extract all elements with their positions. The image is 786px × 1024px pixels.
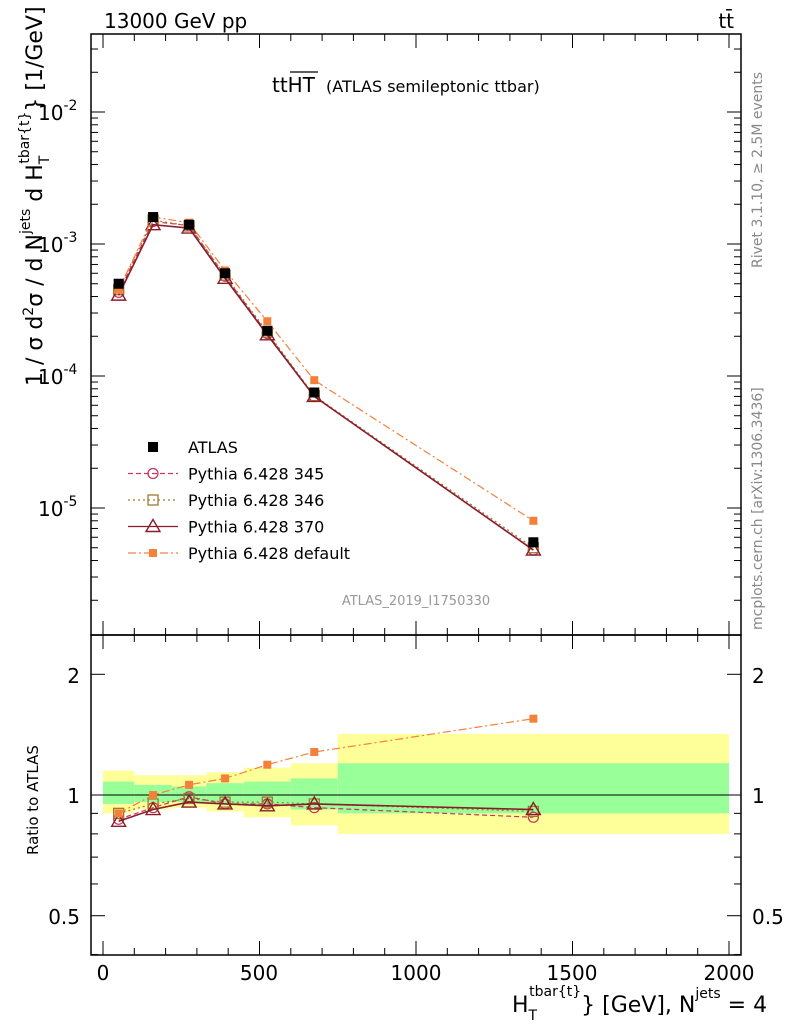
x-tick-1500: 1500 [547,961,598,985]
data-point [261,796,273,808]
ratio-line [118,796,534,820]
legend: ATLAS Pythia 6.428 345 Pythia 6.428 346 Pyt… [128,438,350,563]
data-point [263,317,272,326]
data-point [306,795,323,810]
x-axis-label: HTtbar{t}} [GeV], Njets = 4 [512,984,767,1024]
legend-label: Pythia 6.428 346 [188,491,324,510]
series-line [118,216,534,522]
data-point [528,537,539,548]
data-point [110,812,127,827]
band-inner [337,763,729,814]
data-point [144,216,162,231]
data-point [144,801,162,816]
data-point [263,760,272,769]
data-point [185,780,194,789]
plot-subtitle: (ATLAS semileptonic ttbar) [326,77,540,96]
data-point [149,791,158,799]
data-point [148,442,158,452]
data-point [183,792,195,805]
ratio-tick-labels: 0.5 1 2 0.5 1 2 [48,664,784,929]
y-axis-label: 1 / σ d2σ / d Njets d HTtbar{t}} [1/GeV] [17,6,53,386]
y-tick-label-1e-5: 10-5 [38,494,77,521]
series-line [118,219,534,549]
data-point [221,774,230,783]
data-point [529,516,538,525]
ratio-line [118,797,534,814]
data-series [110,212,542,827]
axis-ticks [91,34,741,956]
legend-label: Pythia 6.428 345 [188,465,324,484]
data-point [216,795,234,810]
x-tick-500: 500 [240,961,278,985]
energy-label: 13000 GeV pp [104,9,247,33]
data-point [113,807,125,819]
data-point [184,219,195,230]
y-tick-label-1e-2: 10-2 [38,98,77,125]
data-point [525,801,542,816]
ratio-axis-label: Ratio to ATLAS [24,745,42,855]
ratio-tick-1-left: 1 [67,784,80,808]
data-point [113,278,124,289]
data-point [114,809,123,818]
data-point [529,714,538,723]
ratio-tick-0.5-left: 0.5 [48,905,80,929]
y-tick-labels: 10-5 10-4 10-3 10-2 [38,98,78,521]
y-tick-label-1e-4: 10-4 [38,362,78,389]
data-point [310,376,319,385]
band-inner [103,781,135,804]
data-point [144,518,162,533]
series-line [118,220,534,551]
data-point [527,811,540,823]
ratio-tick-0.5-right: 0.5 [752,905,784,929]
ratio-tick-2-left: 2 [67,664,80,688]
data-point [262,325,273,336]
data-point [180,793,198,808]
ratio-tick-2-right: 2 [752,664,765,688]
data-point [310,748,319,757]
band-inner [206,783,244,804]
data-point [110,286,127,301]
data-point [220,268,231,279]
data-point [525,541,542,556]
ratio-tick-1-right: 1 [752,784,765,808]
url-label: mcplots.cern.ch [arXiv:1306.3436] [750,387,766,630]
data-point [259,797,276,812]
legend-label: ATLAS [188,438,238,457]
rivet-label: Rivet 3.1.10, ≥ 2.5M events [750,72,766,268]
analysis-id: ATLAS_2019_I1750330 [342,594,490,609]
x-tick-2000: 2000 [704,961,755,985]
data-point [149,549,157,557]
legend-label: Pythia 6.428 370 [188,518,324,537]
data-point [309,387,320,398]
data-point [147,494,159,506]
plot-title: ttHT [272,73,316,97]
y-tick-label-1e-3: 10-3 [38,230,77,257]
data-point [147,467,159,480]
data-point [114,285,123,294]
x-tick-labels: 0 500 1000 1500 2000 [97,961,755,985]
x-tick-1000: 1000 [391,961,442,985]
data-point [148,212,159,223]
process-label: tt̄ [718,8,734,33]
x-tick-0: 0 [97,961,110,985]
legend-label: Pythia 6.428 default [188,544,350,563]
ratio-line [118,801,534,823]
